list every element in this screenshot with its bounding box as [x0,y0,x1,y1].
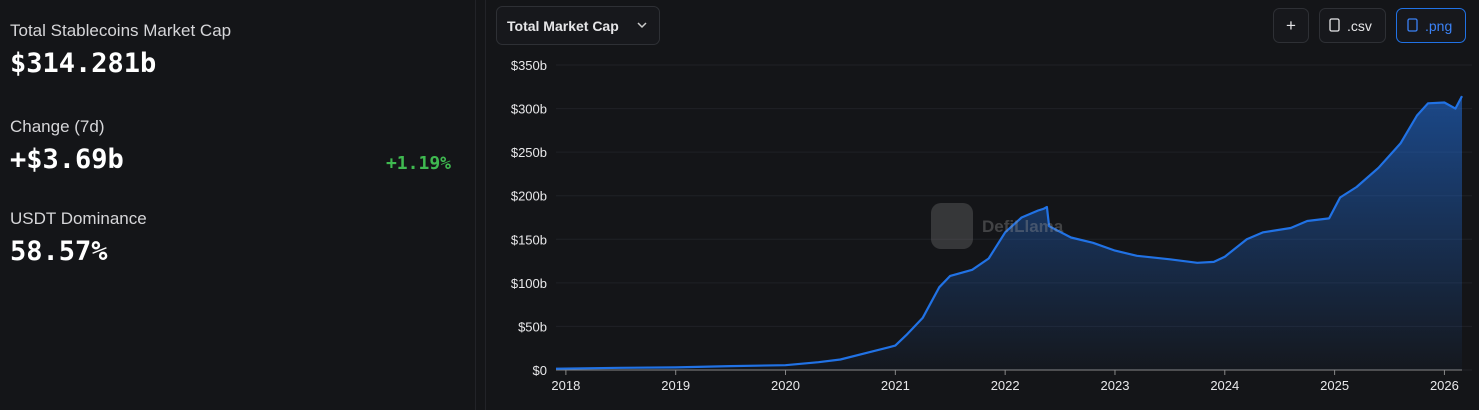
line [555,95,1463,370]
stat-label: Total Stablecoins Market Cap [10,21,231,40]
watermark-text: DefiLlama [982,217,1064,236]
stat-value: +$3.69b [10,144,124,175]
stat-value: $314.281b [10,48,156,79]
y-tick-label: $200b [511,189,547,204]
x-tick-label: 2023 [1101,378,1130,393]
stat-value: 58.57% [10,236,108,267]
dropdown-label: Total Market Cap [507,18,619,34]
csv-button[interactable]: .csv [1319,8,1386,43]
png-button[interactable]: .png [1396,8,1466,43]
x-tick-label: 2018 [551,378,580,393]
y-tick-label: $100b [511,276,547,291]
stat-label: Change (7d) [10,117,105,136]
y-tick-label: $150b [511,232,547,247]
watermark: DefiLlama [931,203,1064,249]
area [556,96,1462,370]
y-tick-label: $50b [518,319,547,334]
stat-label: USDT Dominance [10,209,147,228]
x-tick-label: 2021 [881,378,910,393]
button-label: .csv [1347,18,1372,34]
dropdown[interactable]: Total Market Cap [496,6,660,45]
x-tick-label: 2025 [1320,378,1349,393]
x-tick-label: 2019 [661,378,690,393]
y-tick-label: $0 [533,363,547,378]
x-tick-label: 2026 [1430,378,1459,393]
plot: $0 $50b $100b $150b $200b $250b $300b $350b 2018… [511,58,1472,393]
x-tick-label: 2020 [771,378,800,393]
add-button[interactable]: + [1273,8,1309,43]
x-tick-label: 2022 [991,378,1020,393]
button-label: .png [1425,18,1452,34]
x-tick-label: 2024 [1210,378,1239,393]
button-label: + [1286,16,1296,35]
y-tick-label: $350b [511,58,547,73]
y-tick-label: $250b [511,145,547,160]
stat-change: +1.19% [386,153,451,174]
y-tick-label: $300b [511,102,547,117]
